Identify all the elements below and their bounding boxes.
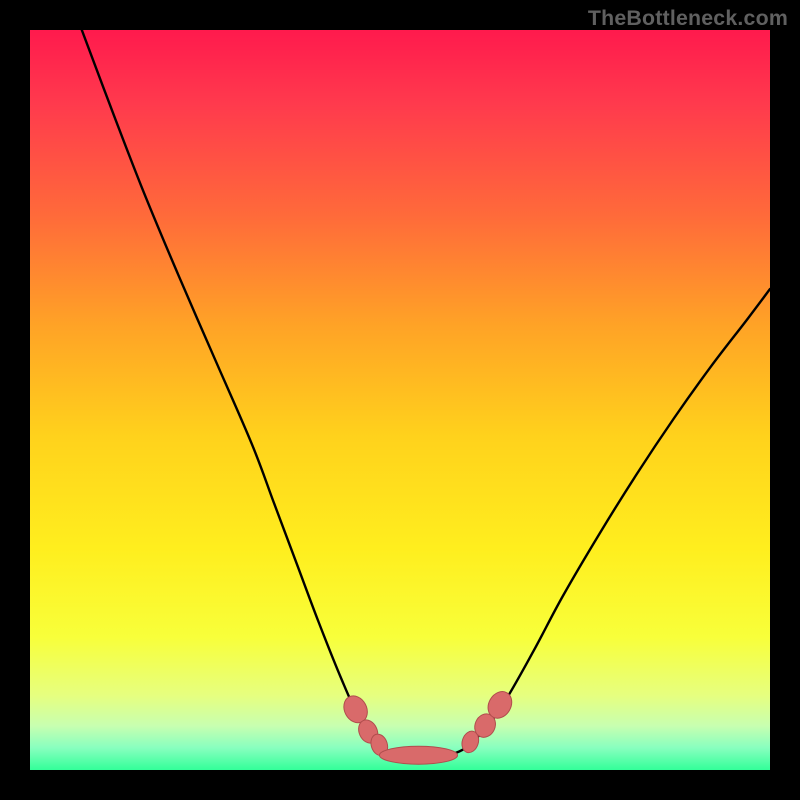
chart-svg [0, 0, 800, 800]
plot-background [30, 30, 770, 770]
watermark-text: TheBottleneck.com [588, 6, 788, 31]
bottleneck-chart: TheBottleneck.com [0, 0, 800, 800]
curve-marker [380, 746, 458, 764]
